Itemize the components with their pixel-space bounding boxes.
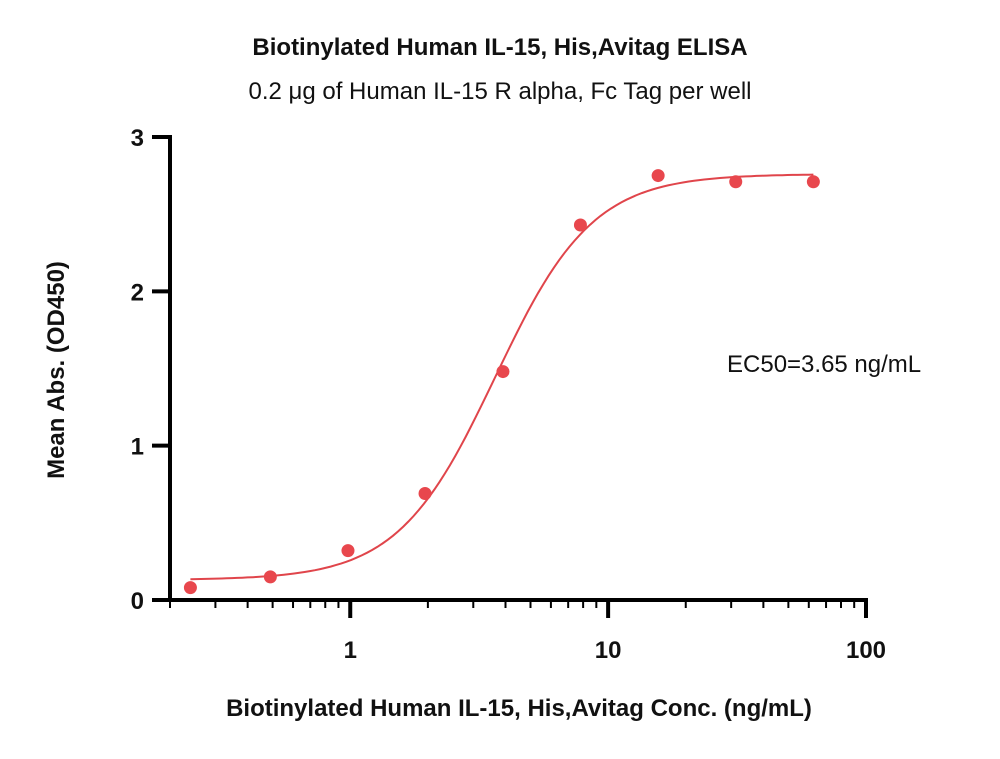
x-tick-label: 100 (846, 637, 886, 664)
y-tick-label: 0 (131, 588, 144, 615)
axes (168, 135, 868, 602)
y-axis-title: Mean Abs. (OD450) (43, 261, 70, 479)
fit-curve (190, 173, 814, 581)
y-ticks: 0 1 2 3 (131, 125, 170, 615)
data-point (418, 487, 432, 501)
data-point (341, 544, 355, 558)
x-ticks: 1 10 100 (169, 600, 886, 664)
data-points (183, 169, 820, 595)
data-point (651, 169, 665, 183)
data-point (573, 218, 587, 232)
y-tick-label: 1 (131, 434, 144, 461)
x-axis-title: Biotinylated Human IL-15, His,Avitag Con… (226, 695, 812, 722)
chart-title: Biotinylated Human IL-15, His,Avitag ELI… (252, 34, 748, 61)
chart-subtitle: 0.2 μg of Human IL-15 R alpha, Fc Tag pe… (248, 78, 752, 105)
data-point (729, 175, 743, 189)
data-point (263, 570, 277, 584)
data-point (806, 175, 820, 189)
x-tick-label: 10 (595, 637, 622, 664)
ec50-annotation: EC50=3.65 ng/mL (727, 351, 921, 378)
y-tick-label: 2 (131, 279, 144, 306)
x-tick-label: 1 (344, 637, 357, 664)
data-point (496, 365, 510, 379)
y-tick-label: 3 (131, 125, 144, 152)
data-point (183, 581, 197, 595)
